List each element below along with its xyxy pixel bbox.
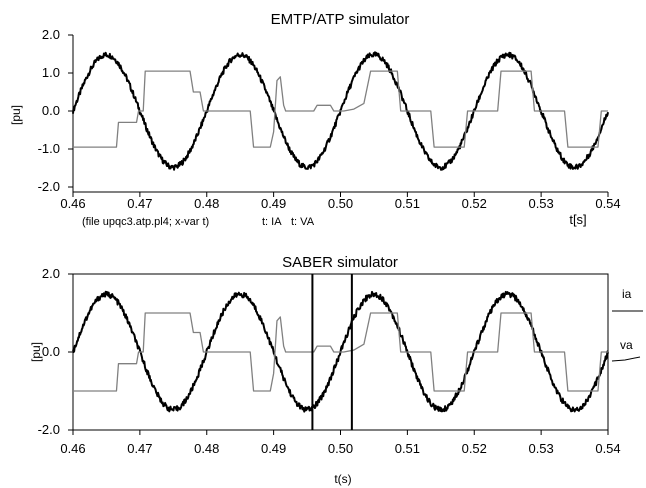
chart-saber-series bbox=[72, 290, 609, 413]
emtp-x-tick-label: 0.47 bbox=[127, 196, 152, 211]
emtp-series-va-line bbox=[73, 70, 608, 148]
emtp-x-tick-label: 0.52 bbox=[462, 196, 487, 211]
chart-saber-ticks: 0.46 0.47 0.48 0.49 0.50 0.51 0.52 0.53 0.54 2.0 0… bbox=[38, 266, 621, 456]
saber-series-va-line bbox=[73, 312, 608, 392]
emtp-x-tick-label: 0.46 bbox=[60, 196, 85, 211]
emtp-x-tick-label: 0.51 bbox=[395, 196, 420, 211]
chart-emtp: EMTP/ATP simulator [pu] t[s] (file upqc3… bbox=[9, 11, 621, 228]
chart-saber-title: SABER simulator bbox=[282, 254, 398, 271]
saber-x-tick-label: 0.48 bbox=[194, 441, 219, 456]
chart-emtp-xlabel: t[s] bbox=[569, 212, 586, 227]
saber-x-tick-label: 0.51 bbox=[395, 441, 420, 456]
emtp-y-tick-label: -2.0 bbox=[38, 179, 60, 194]
emtp-x-tick-label: 0.49 bbox=[261, 196, 286, 211]
chart-saber-xlabel: t(s) bbox=[334, 472, 351, 486]
chart-emtp-title: EMTP/ATP simulator bbox=[271, 11, 410, 28]
chart-saber-ylabel: [pu] bbox=[29, 342, 43, 362]
emtp-y-tick-label: 2.0 bbox=[42, 27, 60, 42]
chart-saber-legend-va-line bbox=[611, 356, 641, 362]
chart-emtp-legend-va: t: VA bbox=[291, 216, 315, 228]
chart-emtp-series bbox=[72, 51, 609, 171]
saber-x-tick-label: 0.49 bbox=[261, 441, 286, 456]
saber-x-tick-label: 0.52 bbox=[462, 441, 487, 456]
emtp-x-tick-label: 0.48 bbox=[194, 196, 219, 211]
saber-x-tick-label: 0.46 bbox=[60, 441, 85, 456]
emtp-x-tick-label: 0.50 bbox=[328, 196, 353, 211]
emtp-y-tick-label: -1.0 bbox=[38, 141, 60, 156]
chart-saber-cursors bbox=[311, 274, 353, 430]
saber-y-tick-label: 2.0 bbox=[42, 266, 60, 281]
saber-x-tick-label: 0.47 bbox=[127, 441, 152, 456]
saber-y-tick-label: 0.0 bbox=[42, 344, 60, 359]
saber-x-tick-label: 0.53 bbox=[528, 441, 553, 456]
emtp-x-tick-label: 0.54 bbox=[595, 196, 620, 211]
chart-emtp-file-note: (file upqc3.atp.pl4; x-var t) bbox=[82, 216, 209, 228]
emtp-series-ia-line bbox=[72, 51, 609, 171]
saber-x-tick-label: 0.54 bbox=[595, 441, 620, 456]
chart-saber-legend-ia: ia bbox=[622, 287, 632, 301]
emtp-y-tick-label: 0.0 bbox=[42, 103, 60, 118]
emtp-y-tick-label: 1.0 bbox=[42, 65, 60, 80]
saber-x-tick-label: 0.50 bbox=[328, 441, 353, 456]
chart-emtp-legend-ia: t: IA bbox=[262, 216, 282, 228]
chart-saber: SABER simulator [pu] t(s) ia va 0.46 0.47… bbox=[29, 254, 643, 486]
chart-emtp-ticks: 0.46 0.47 0.48 0.49 0.50 0.51 0.52 0.53 0.54 2.0 1… bbox=[38, 27, 621, 211]
saber-y-tick-label: -2.0 bbox=[38, 422, 60, 437]
chart-emtp-ylabel: [pu] bbox=[9, 105, 23, 125]
emtp-x-tick-label: 0.53 bbox=[528, 196, 553, 211]
chart-saber-legend-va: va bbox=[620, 338, 633, 352]
